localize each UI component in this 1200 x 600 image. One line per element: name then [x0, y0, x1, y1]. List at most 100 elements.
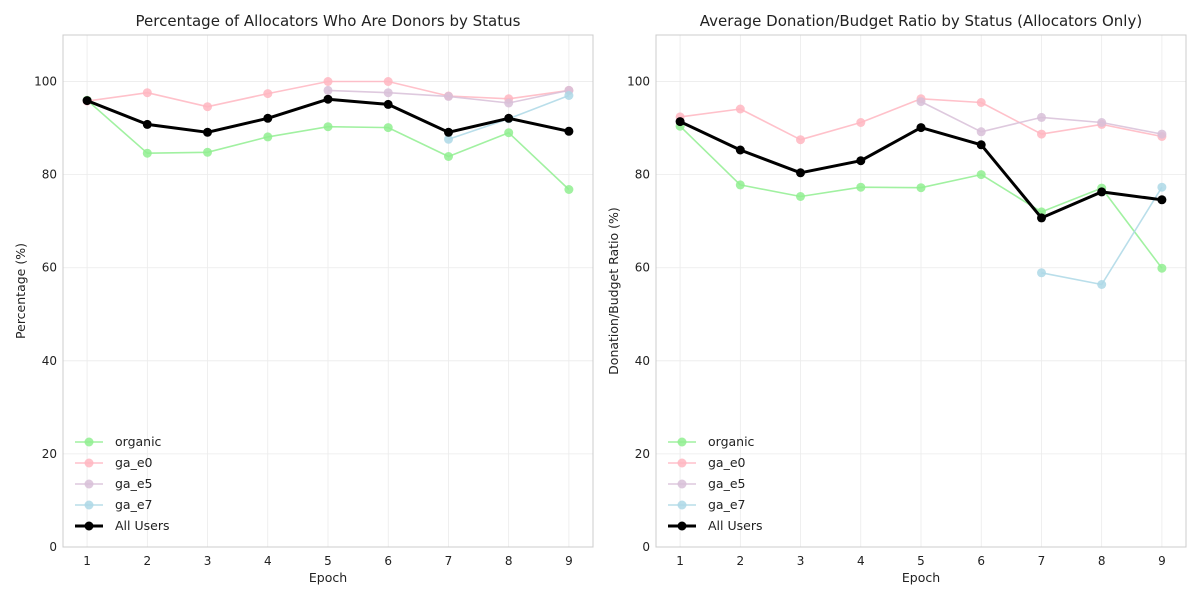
data-point — [1157, 263, 1167, 273]
data-point — [564, 126, 574, 136]
legend-marker — [84, 437, 94, 447]
legend: organic ga_e0 ga_e5 ga_e7 All Users — [668, 434, 762, 533]
series-all-users — [82, 94, 574, 137]
data-point — [856, 118, 866, 127]
y-tick-label: 20 — [42, 447, 57, 461]
legend-item: All Users — [75, 518, 169, 533]
data-point — [564, 185, 574, 194]
data-point — [916, 123, 926, 133]
data-point — [263, 89, 273, 99]
data-point — [796, 135, 805, 145]
data-point — [1097, 187, 1107, 197]
series-all-users — [675, 117, 1167, 223]
series-ga_e5 — [916, 97, 1167, 139]
chart-title: Average Donation/Budget Ratio by Status … — [700, 12, 1142, 30]
data-point — [323, 85, 333, 95]
chart-panel-2: 0 20 40 60 80 100 1 2 3 4 5 6 7 8 9 Average Donation/Bu… — [606, 12, 1187, 585]
y-tick-label: 60 — [635, 261, 650, 275]
data-point — [1037, 268, 1046, 278]
data-point — [735, 180, 745, 190]
x-tick-label: 3 — [797, 554, 805, 568]
axes-frame — [655, 34, 1187, 548]
x-axis-label: Epoch — [309, 570, 347, 585]
x-tick-label: 8 — [1098, 554, 1106, 568]
data-point — [323, 122, 333, 132]
x-tick-label: 7 — [445, 554, 453, 568]
data-point — [142, 119, 152, 129]
y-tick-label: 100 — [627, 75, 650, 89]
data-point — [735, 104, 745, 114]
data-point — [1157, 182, 1167, 192]
data-point — [856, 156, 866, 166]
legend-item: ga_e5 — [75, 476, 153, 491]
legend-marker — [84, 458, 94, 468]
legend-marker — [84, 521, 94, 531]
data-point — [323, 94, 333, 104]
data-point — [564, 91, 574, 100]
x-tick-label: 4 — [264, 554, 272, 568]
y-tick-label: 80 — [42, 168, 57, 182]
x-tick-label: 5 — [324, 554, 332, 568]
legend-item: ga_e5 — [668, 476, 746, 491]
legend-item: ga_e7 — [668, 497, 746, 512]
data-point — [323, 77, 333, 86]
data-point — [856, 182, 866, 192]
x-tick-label: 9 — [1158, 554, 1166, 568]
x-tick-label: 2 — [736, 554, 744, 568]
legend: organic ga_e0 ga_e5 ga_e7 All Users — [75, 434, 169, 533]
legend-item: All Users — [668, 518, 762, 533]
y-tick-label: 60 — [42, 261, 57, 275]
x-tick-label: 1 — [676, 554, 684, 568]
x-tick-label: 7 — [1038, 554, 1046, 568]
chart-panel-1: 0 20 40 60 80 100 1 2 3 4 5 6 7 8 9 Percentage of Alloc… — [13, 12, 594, 585]
legend-label: All Users — [115, 518, 169, 533]
legend-label: All Users — [708, 518, 762, 533]
data-point — [1157, 129, 1167, 139]
x-tick-label: 3 — [204, 554, 212, 568]
legend-label: ga_e0 — [115, 455, 153, 470]
data-point — [383, 99, 393, 109]
legend-label: ga_e0 — [708, 455, 746, 470]
legend-label: organic — [115, 434, 162, 449]
data-point — [203, 102, 212, 112]
legend-marker — [677, 458, 687, 468]
legend-item: organic — [75, 434, 162, 449]
legend-item: ga_e0 — [668, 455, 746, 470]
y-tick-label: 0 — [642, 540, 650, 554]
data-point — [444, 134, 453, 144]
x-tick-label: 1 — [83, 554, 91, 568]
legend-marker — [677, 521, 687, 531]
legend-item: organic — [668, 434, 755, 449]
data-point — [263, 132, 273, 142]
legend-marker — [84, 500, 94, 510]
data-point — [383, 77, 393, 86]
data-point — [504, 128, 514, 138]
x-tick-label: 5 — [917, 554, 925, 568]
data-point — [383, 88, 393, 98]
legend-marker — [677, 479, 687, 489]
data-point — [203, 127, 212, 137]
x-tick-label: 2 — [143, 554, 151, 568]
legend-item: ga_e7 — [75, 497, 153, 512]
x-tick-label: 9 — [565, 554, 573, 568]
y-tick-label: 20 — [635, 447, 650, 461]
x-tick-label: 4 — [857, 554, 865, 568]
data-point — [796, 192, 805, 201]
data-point — [142, 148, 152, 158]
data-point — [1037, 213, 1046, 223]
data-point — [1157, 195, 1167, 205]
data-point — [675, 117, 685, 127]
data-point — [796, 168, 805, 178]
y-axis-label: Donation/Budget Ratio (%) — [606, 207, 621, 375]
x-tick-label: 6 — [977, 554, 985, 568]
data-point — [444, 127, 453, 137]
data-point — [976, 170, 986, 180]
data-point — [1097, 280, 1107, 289]
data-point — [504, 113, 514, 123]
data-point — [383, 123, 393, 133]
y-tick-label: 40 — [42, 354, 57, 368]
data-point — [504, 98, 514, 108]
y-tick-label: 40 — [635, 354, 650, 368]
legend-marker — [84, 479, 94, 489]
data-point — [735, 145, 745, 155]
